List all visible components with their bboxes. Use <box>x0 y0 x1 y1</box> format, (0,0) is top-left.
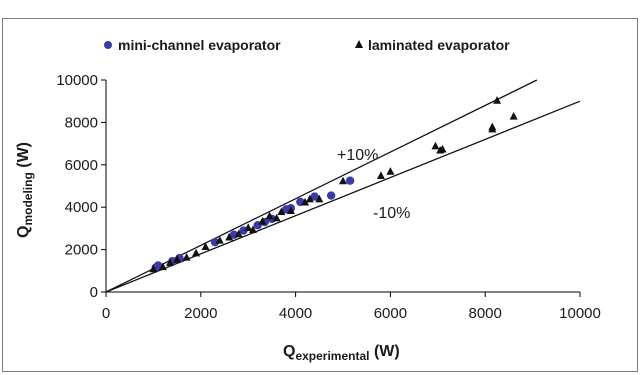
point-laminated <box>244 223 253 231</box>
legend: mini-channel evaporator laminated evapor… <box>104 37 510 53</box>
point-laminated <box>301 197 310 206</box>
data-points <box>149 96 518 273</box>
axes: 0 2000 4000 6000 8000 10000 0 2000 4000 6000 8000 1… <box>56 72 601 322</box>
point-laminated <box>265 211 274 220</box>
point-laminated <box>258 216 267 225</box>
point-laminated <box>201 242 210 251</box>
y-tick-label: 2000 <box>65 242 98 259</box>
point-laminated <box>225 232 234 241</box>
point-laminated <box>234 229 243 238</box>
point-laminated <box>315 194 324 203</box>
point-laminated <box>277 207 286 216</box>
point-mini-channel <box>310 192 319 201</box>
y-axis-title-unit: (W) <box>15 142 32 172</box>
legend-marker-laminated <box>355 40 363 48</box>
reference-line-minus-10 <box>105 100 581 293</box>
point-laminated <box>182 253 191 261</box>
point-laminated <box>339 176 347 185</box>
point-mini-channel <box>326 191 336 200</box>
point-laminated <box>165 258 174 266</box>
x-tick-label: 4000 <box>279 305 312 322</box>
y-tick-label: 0 <box>90 284 98 301</box>
point-mini-channel <box>345 176 355 185</box>
x-tick-label: 10000 <box>559 305 601 322</box>
point-laminated <box>272 213 281 222</box>
point-laminated <box>493 96 502 104</box>
x-axis-title: Qexperimental (W) <box>283 343 400 363</box>
point-laminated <box>248 225 257 234</box>
annotation-minus-10: -10% <box>373 205 410 222</box>
point-laminated <box>286 206 295 214</box>
chart-frame <box>2 18 638 372</box>
y-axis-title: Qmodeling (W) <box>15 142 35 238</box>
point-laminated <box>215 236 224 244</box>
point-laminated <box>509 112 518 120</box>
x-axis-title-sub: experimental <box>295 349 369 363</box>
point-laminated <box>158 262 167 271</box>
point-laminated <box>192 248 201 257</box>
x-axis-title-main: Q <box>283 343 295 360</box>
point-mini-channel <box>210 237 220 247</box>
point-laminated <box>488 124 497 133</box>
point-laminated <box>305 194 314 203</box>
x-tick-label: 2000 <box>184 305 217 322</box>
y-axis-title-main: Q <box>15 226 32 238</box>
point-laminated <box>386 167 395 175</box>
point-laminated <box>376 171 385 179</box>
x-tick-label: 8000 <box>469 305 502 322</box>
x-tick-label: 0 <box>102 305 110 322</box>
point-laminated <box>149 264 158 273</box>
point-laminated <box>173 255 182 263</box>
y-tick-label: 4000 <box>65 199 98 216</box>
x-tick-label: 6000 <box>374 305 407 322</box>
x-axis-title-unit: (W) <box>370 343 400 360</box>
annotation-plus-10: +10% <box>337 147 378 164</box>
y-tick-label: 10000 <box>56 72 98 89</box>
legend-marker-mini-channel <box>104 41 112 49</box>
y-tick-label: 8000 <box>65 114 98 131</box>
legend-label-mini-channel: mini-channel evaporator <box>118 37 281 53</box>
point-laminated <box>438 144 447 153</box>
y-tick-label: 6000 <box>65 157 98 174</box>
legend-label-laminated: laminated evaporator <box>368 37 510 53</box>
point-laminated <box>431 141 440 150</box>
y-axis-title-sub: modeling <box>21 172 35 225</box>
